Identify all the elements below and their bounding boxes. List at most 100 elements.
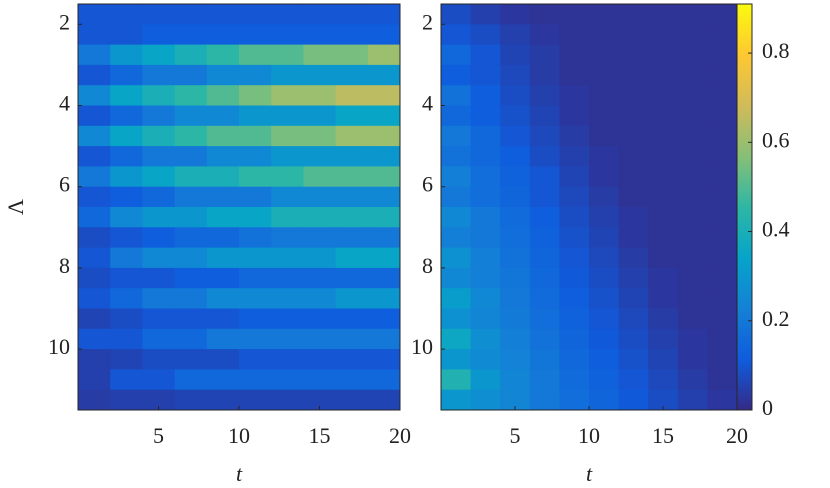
heat-cell [142,247,176,269]
heat-cell [206,166,240,188]
heat-cell [470,85,501,107]
heat-cell [142,369,176,391]
heat-cell [367,247,400,269]
x-tick-label: 20 [389,423,411,448]
heat-cell [441,267,472,289]
heat-cell [500,207,531,228]
heat-cell [648,186,679,208]
heat-cell [648,44,679,66]
heat-cell [174,328,208,350]
heat-cell [335,288,369,310]
heat-cell [78,207,111,228]
heat-cell [529,389,560,410]
heat-cell [142,267,176,289]
heat-cell [618,146,649,167]
heat-cell [110,186,143,208]
heat-cell [239,146,272,167]
heat-cell [618,64,649,86]
heat-cell [677,308,708,330]
heat-cell [707,349,737,370]
heat-cell [559,247,590,269]
heat-cell [367,85,400,107]
heat-cell [174,4,208,25]
heat-cell [500,85,531,107]
heat-cell [206,267,240,289]
heat-cell [239,64,272,86]
heat-cell [677,247,708,269]
heat-cell [500,247,531,269]
heat-cell [335,267,369,289]
heat-cell [559,146,590,167]
y-tick-label: 10 [411,334,433,359]
heat-cell [110,328,143,350]
heat-cell [618,267,649,289]
heat-cell [707,105,737,127]
heat-cell [500,389,531,410]
heat-cell [441,328,472,350]
heat-cell [142,125,176,147]
heat-cell [707,267,737,289]
heat-cell [367,328,400,350]
heat-cell [303,64,337,86]
heat-cell [589,227,620,249]
heat-cell [707,227,737,249]
heat-cell [529,85,560,107]
heat-cell [206,247,240,269]
heat-cell [529,349,560,370]
heat-cell [500,44,531,66]
heat-cell [529,4,560,25]
heat-cell [677,24,708,46]
heat-cell [335,4,369,25]
heat-cell [303,125,337,147]
heat-cell [303,227,337,249]
heat-cell [239,166,272,188]
heat-cell [677,369,708,391]
heat-cell [589,288,620,310]
heat-cell [470,146,501,167]
y-tick-label: 8 [422,253,433,278]
heat-cell [367,44,400,66]
heat-cell [110,24,143,46]
heat-cell [110,64,143,86]
heat-cell [529,125,560,147]
heat-cell [618,186,649,208]
heat-cell [470,125,501,147]
heat-cell [271,247,304,269]
heat-cell [110,288,143,310]
heat-cell [335,24,369,46]
heat-cell [648,389,679,410]
heat-cell [303,166,337,188]
heat-cell [707,288,737,310]
heat-cell [441,4,472,25]
heat-cell [335,227,369,249]
heat-cell [271,207,304,228]
heat-cell [271,4,304,25]
heat-cell [78,328,111,350]
heat-cell [677,207,708,228]
heat-cell [648,146,679,167]
heat-cell [78,44,111,66]
heat-cell [618,328,649,350]
heat-cell [559,44,590,66]
heat-cell [174,349,208,370]
heat-cell [500,105,531,127]
heat-cell [441,85,472,107]
heat-cell [648,308,679,330]
heat-cell [500,267,531,289]
heat-cell [239,186,272,208]
heat-cell [618,389,649,410]
heat-cell [589,146,620,167]
heat-cell [142,349,176,370]
heat-cell [174,267,208,289]
heat-cell [500,349,531,370]
heat-cell [441,44,472,66]
heat-cell [142,146,176,167]
heat-cell [589,207,620,228]
heat-cell [335,328,369,350]
heat-cell [589,186,620,208]
heat-cell [618,4,649,25]
heat-cell [707,308,737,330]
heat-cell [589,267,620,289]
y-tick-label: 6 [59,172,70,197]
heat-cell [648,24,679,46]
